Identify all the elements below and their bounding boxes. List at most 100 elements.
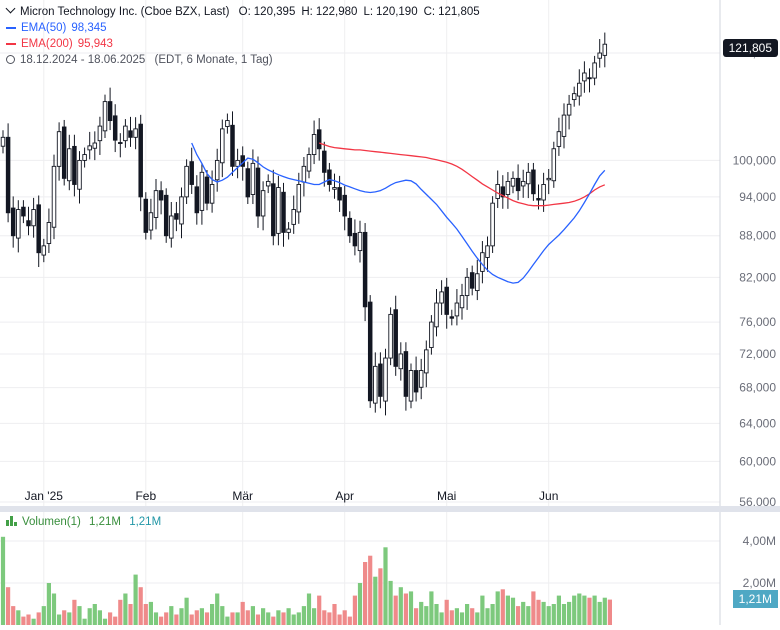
candle-body xyxy=(92,142,98,149)
candle-body xyxy=(296,184,302,213)
candle xyxy=(587,68,592,93)
volume-bar xyxy=(429,591,434,625)
candle xyxy=(214,148,220,192)
volume-bar xyxy=(408,591,414,625)
volume-bar xyxy=(526,606,531,625)
candle-body xyxy=(362,231,368,308)
candle xyxy=(403,342,409,411)
candle-body xyxy=(112,115,118,141)
ohlc-value: 120,395 xyxy=(253,6,296,18)
candle-body xyxy=(123,125,128,142)
volume-bar xyxy=(204,612,210,625)
candle xyxy=(444,277,449,329)
candle xyxy=(61,119,67,186)
x-tick-label: Feb xyxy=(135,489,156,503)
candle-body xyxy=(245,168,251,198)
candle-body xyxy=(87,145,92,151)
candle xyxy=(434,289,439,337)
candle xyxy=(148,198,154,240)
candle xyxy=(133,117,138,150)
candle-body xyxy=(56,131,62,167)
candle-body xyxy=(444,286,449,315)
volume-bar xyxy=(291,614,296,625)
volume-bar xyxy=(495,591,500,625)
candle xyxy=(592,55,597,86)
candle-body xyxy=(439,291,444,304)
volume-bar xyxy=(0,536,6,625)
candle-body xyxy=(327,169,332,185)
candle-body xyxy=(158,190,164,201)
ema50-line xyxy=(191,142,606,284)
volume-bar xyxy=(352,595,357,625)
legend-ema50[interactable]: EMA(50) 98,345 xyxy=(6,21,107,36)
candle xyxy=(158,181,164,215)
collapse-chevron-icon[interactable] xyxy=(5,3,16,14)
volume-bar xyxy=(327,612,332,625)
candle-body xyxy=(10,207,16,237)
candle xyxy=(500,175,506,209)
candle-body xyxy=(220,128,225,164)
volume-bar xyxy=(572,595,577,625)
candle xyxy=(551,141,557,188)
volume-bar xyxy=(235,612,240,625)
x-tick-label: Jun xyxy=(539,489,558,503)
ohlc-key: L: xyxy=(363,6,374,18)
candle xyxy=(225,113,230,134)
candle xyxy=(495,170,500,208)
candle xyxy=(357,220,363,263)
candle-body xyxy=(367,301,373,402)
candle xyxy=(322,141,327,187)
candle xyxy=(260,181,266,231)
candle-body xyxy=(271,183,276,237)
volume-bar xyxy=(383,547,388,625)
volume-bar xyxy=(459,612,465,625)
y-tick-label: 56,000 xyxy=(739,495,776,509)
candle xyxy=(311,120,317,165)
legend-ema200[interactable]: EMA(200) 95,943 xyxy=(6,37,113,52)
volume-bar xyxy=(26,614,31,625)
candle xyxy=(16,200,21,253)
candle xyxy=(515,164,521,201)
candle-body xyxy=(250,162,256,195)
volume-bar xyxy=(577,593,582,625)
candle xyxy=(424,340,429,388)
candle xyxy=(388,307,393,366)
candle xyxy=(418,358,424,400)
candle xyxy=(566,94,572,130)
volume-bar xyxy=(398,587,403,625)
candle-body xyxy=(26,220,31,227)
volume-bar xyxy=(373,576,378,625)
volume-bar xyxy=(505,595,510,625)
candle-body xyxy=(342,194,347,217)
x-tick-label: Jan '25 xyxy=(25,489,64,503)
candle xyxy=(153,178,159,230)
volume-bar xyxy=(225,616,230,625)
volume-bar xyxy=(245,610,250,625)
y-tick-label: 94,000 xyxy=(739,190,776,204)
candle-body xyxy=(373,365,378,404)
candle-body xyxy=(597,52,602,59)
candle xyxy=(367,295,373,408)
ema50-value: 98,345 xyxy=(71,22,107,34)
candle-body xyxy=(286,228,291,233)
candle xyxy=(301,156,307,197)
candle-body xyxy=(469,272,475,289)
candle xyxy=(5,123,11,223)
candle xyxy=(485,236,490,272)
legend-volume[interactable]: Volumen(1) 1,21M 1,21M xyxy=(6,515,161,530)
candle-body xyxy=(378,363,383,397)
candle xyxy=(475,259,480,301)
candle xyxy=(505,172,511,209)
candle xyxy=(21,200,26,224)
volume-bar xyxy=(470,608,475,625)
y-tick-label: 88,000 xyxy=(739,229,776,243)
clock-icon xyxy=(6,55,15,64)
candle xyxy=(597,39,602,68)
volume-bar xyxy=(153,612,159,625)
volume-bar xyxy=(363,562,368,625)
candle xyxy=(92,131,98,161)
candle-body xyxy=(556,131,562,147)
candle xyxy=(199,162,205,225)
